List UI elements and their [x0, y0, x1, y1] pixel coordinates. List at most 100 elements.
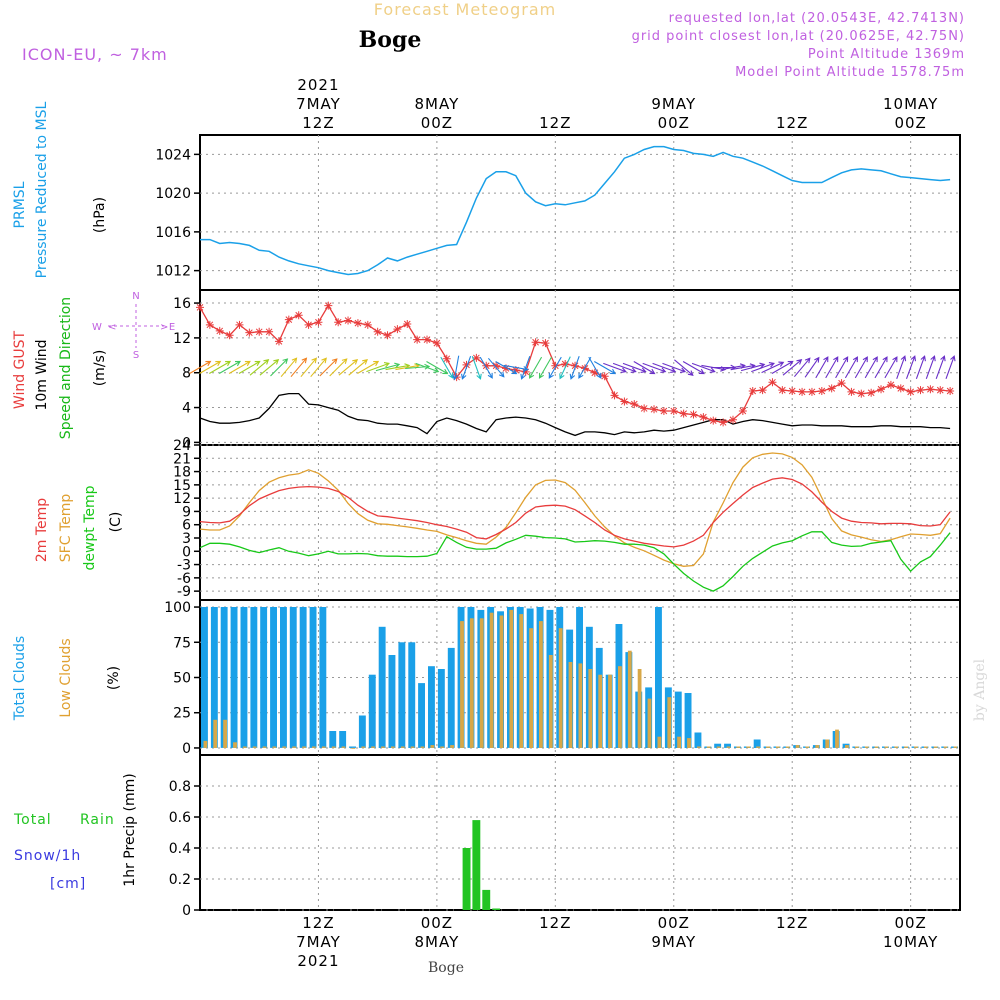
gust-marker — [650, 405, 659, 414]
total-cloud-bar — [250, 607, 258, 748]
total-cloud-bar — [210, 607, 218, 748]
total-cloud-bar — [753, 739, 761, 748]
dewpoint-line — [199, 531, 951, 592]
gust-marker — [679, 409, 688, 418]
total-cloud-bar — [408, 642, 416, 748]
wind-direction-arrow — [415, 362, 440, 373]
gust-marker — [472, 353, 481, 362]
bottom-axis-label: 10MAY — [883, 933, 938, 951]
gust-marker — [817, 387, 826, 396]
wind-direction-arrow — [479, 356, 493, 379]
low-cloud-bar — [400, 746, 405, 748]
gust-marker — [738, 407, 747, 416]
wind-direction-arrow — [375, 362, 401, 372]
gust-marker — [432, 339, 441, 348]
total-cloud-bar — [299, 607, 307, 748]
gust-marker — [225, 331, 234, 340]
total-cloud-bar — [349, 746, 356, 748]
low-cloud-bar — [430, 745, 435, 748]
top-axis-label: 12Z — [539, 114, 571, 132]
gust-marker — [886, 380, 895, 389]
low-cloud-bar — [539, 621, 543, 748]
total-cloud-bar — [714, 743, 722, 748]
gust-marker — [699, 413, 708, 422]
gust-marker — [492, 361, 501, 370]
precip-label-rain: Rain — [80, 812, 115, 828]
precip-labels: Total Rain Snow/1h [cm] 1hr Precip (mm) — [13, 773, 138, 892]
total-cloud-bar — [447, 647, 455, 748]
gust-marker — [314, 318, 323, 327]
cloud-label-low: Low Clouds — [58, 638, 74, 717]
y-tick-label: 24 — [173, 438, 191, 454]
low-cloud-bar — [943, 746, 948, 748]
gust-marker — [393, 325, 402, 334]
low-cloud-bar — [697, 746, 701, 748]
y-tick-label: 100 — [164, 600, 191, 616]
low-cloud-bar — [845, 745, 849, 748]
wind-labels: Wind GUST 10m Wind Speed and Direction (… — [12, 291, 175, 439]
low-cloud-bar — [864, 746, 869, 748]
wind-direction-arrow — [844, 356, 858, 379]
low-cloud-bar — [924, 746, 928, 748]
gust-marker — [304, 320, 313, 329]
low-cloud-bar — [815, 745, 820, 748]
gust-marker — [748, 387, 757, 396]
wind-direction-arrow — [209, 360, 232, 374]
wind-panel: 0 4 8 12 16 — [173, 289, 961, 451]
grid-coords: grid point closest lon,lat (20.0625E, 42… — [632, 29, 965, 44]
low-cloud-bar — [213, 719, 218, 748]
low-cloud-bar — [647, 698, 652, 748]
gust-marker — [946, 387, 955, 396]
gust-marker — [896, 384, 905, 393]
wind-direction-arrow — [835, 356, 849, 379]
temp-labels: 2m Temp SFC Temp dewpt Temp (C) — [34, 485, 124, 570]
gust-marker — [334, 318, 343, 327]
gust-marker — [659, 407, 668, 416]
gust-marker — [462, 360, 471, 369]
gust-marker — [669, 407, 678, 416]
pressure-label-msl: Pressure Reduced to MSL — [34, 101, 50, 278]
gust-marker — [205, 320, 214, 329]
wind-direction-arrow — [529, 356, 543, 379]
low-cloud-bar — [568, 662, 573, 748]
low-cloud-bar — [608, 674, 612, 748]
wind-direction-arrow — [487, 357, 505, 378]
wind-direction-arrow — [228, 360, 251, 374]
rain-bar — [492, 908, 501, 910]
gust-marker — [294, 311, 303, 320]
wind-direction-arrow — [642, 362, 667, 373]
gust-marker — [373, 327, 382, 336]
t2m-line — [199, 477, 951, 548]
low-cloud-bar — [312, 746, 316, 748]
total-cloud-bar — [230, 607, 238, 748]
low-cloud-bar — [548, 655, 553, 748]
y-tick-label: 12 — [173, 331, 191, 347]
low-cloud-bar — [450, 745, 454, 748]
gust-marker — [383, 331, 392, 340]
low-cloud-bar — [746, 746, 751, 748]
low-cloud-bar — [795, 745, 800, 748]
wind-direction-arrow — [896, 355, 907, 379]
wind-direction-arrow — [854, 356, 868, 379]
low-cloud-bar — [825, 739, 830, 748]
panel-frame — [199, 754, 961, 911]
wind-direction-arrow — [189, 360, 212, 374]
y-tick-label: 0 — [182, 741, 191, 757]
total-cloud-bar — [201, 607, 208, 748]
y-tick-label: 4 — [182, 401, 191, 417]
bottom-axis-label: 8MAY — [415, 933, 460, 951]
wind-direction-arrow — [674, 359, 694, 376]
low-cloud-bar — [726, 746, 731, 748]
low-cloud-bar — [835, 729, 839, 748]
low-cloud-bar — [410, 746, 415, 748]
wind-direction-arrow — [471, 356, 482, 380]
gust-marker — [847, 387, 856, 396]
wind-direction-arrow — [461, 356, 472, 380]
rain-bar — [482, 889, 491, 910]
wind-direction-arrow — [682, 361, 705, 375]
gust-marker — [423, 335, 432, 344]
total-cloud-bar — [398, 642, 406, 748]
total-cloud-bar — [220, 607, 228, 748]
